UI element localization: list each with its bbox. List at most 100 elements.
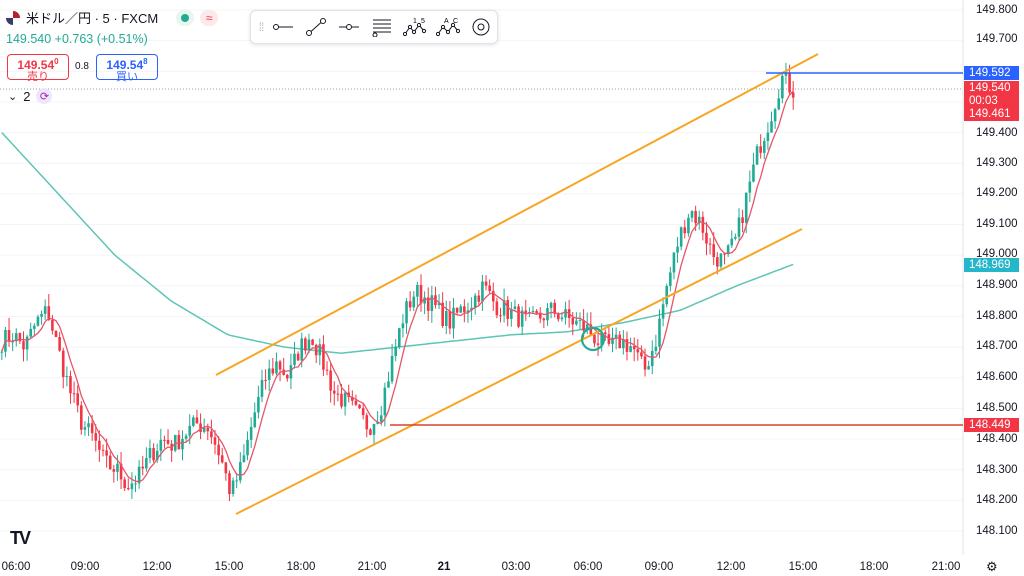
y-tick-148800: 148.800 (976, 310, 1018, 322)
candle-body (593, 334, 596, 344)
fib-retracement-icon[interactable] (366, 12, 399, 42)
tradingview-logo[interactable]: TV (10, 528, 31, 548)
svg-text:5: 5 (421, 18, 425, 25)
candle-body (679, 227, 683, 247)
candle-body (199, 423, 202, 432)
sell-price: 149.54 (17, 58, 55, 72)
candle-body (401, 323, 405, 329)
candle-body (538, 313, 542, 319)
candle-body (560, 317, 564, 320)
chevron-down-icon[interactable]: ⌄ (8, 90, 18, 103)
candle-body (477, 295, 481, 302)
last-price-tag[interactable] (964, 81, 1019, 121)
candle-body (188, 425, 192, 436)
sell-price-pip: 0 (54, 57, 59, 66)
candle-body (564, 309, 567, 318)
candle-body (726, 245, 730, 255)
sell-button[interactable]: 149.540 売り (7, 54, 69, 83)
candle-body (788, 72, 791, 93)
candle-body (83, 427, 87, 430)
market-open-icon[interactable] (176, 9, 195, 26)
candle-body (354, 400, 358, 405)
candle-body (578, 320, 582, 322)
candle-body (329, 370, 332, 391)
candle-body (7, 330, 11, 342)
candle-body (43, 306, 47, 314)
symbol-header[interactable]: 米ドル／円 · 5 · FXCM ≈ (6, 8, 219, 27)
candle-body (535, 310, 538, 314)
candle-body (398, 328, 401, 347)
buy-button[interactable]: 149.548 買い (96, 54, 158, 83)
candle-body (390, 356, 394, 382)
buy-label: 買い (116, 71, 138, 83)
horizontal-ray-icon[interactable] (267, 12, 300, 42)
candle-body (224, 462, 228, 474)
candle-body (701, 216, 705, 233)
candle-body (473, 295, 477, 308)
candle-body (708, 243, 712, 245)
candle-body (672, 252, 676, 273)
candle-body (744, 192, 748, 223)
buy-price-pip: 8 (143, 57, 148, 66)
candle-body (130, 483, 134, 490)
candle-body (705, 232, 708, 244)
candle-body (416, 284, 419, 297)
x-tick-day-21: 21 (437, 561, 451, 573)
candle-body (300, 338, 304, 361)
candle-body (571, 318, 575, 325)
spread-value: 0.8 (75, 61, 89, 72)
x-tick-1800b: 18:00 (859, 561, 889, 573)
breakout-marker-circle[interactable] (580, 326, 606, 352)
delayed-data-icon[interactable]: ≈ (200, 9, 219, 26)
candle-body (29, 328, 33, 337)
candle-body (119, 463, 123, 480)
candle-body (589, 324, 593, 335)
high-price-tag[interactable]: 149.592 (964, 66, 1019, 80)
candle-body (484, 281, 488, 286)
candle-body (123, 479, 126, 489)
target-circle-icon[interactable] (464, 12, 497, 42)
buy-price: 149.54 (106, 58, 144, 72)
upper-channel-line[interactable] (215, 53, 819, 376)
candle-body (206, 427, 210, 432)
candle-body (379, 415, 383, 422)
candle-body (351, 397, 354, 401)
candle-body (658, 318, 661, 347)
indicator-count[interactable]: 2 (23, 88, 31, 104)
candle-body (80, 405, 83, 430)
trend-line-icon[interactable] (300, 12, 333, 42)
candle-body (553, 302, 556, 314)
candle-body (629, 346, 632, 352)
horizontal-line-icon[interactable] (333, 12, 366, 42)
settings-gear-icon[interactable]: ⚙ (986, 559, 998, 574)
candle-body (369, 429, 372, 435)
y-tick-148900: 148.900 (976, 279, 1018, 291)
x-tick-0900b: 09:00 (644, 561, 674, 573)
candle-body (264, 379, 267, 381)
refresh-icon[interactable]: ⟳ (36, 88, 53, 104)
candle-body (762, 141, 766, 153)
candle-body (723, 253, 726, 255)
candle-body (332, 390, 336, 394)
candle-body (383, 387, 387, 416)
candle-body (437, 302, 441, 306)
candle-body (18, 333, 22, 342)
x-tick-1500: 15:00 (214, 561, 244, 573)
candle-body (116, 463, 119, 472)
candle-body (506, 300, 510, 319)
symbol-title[interactable]: 米ドル／円 · 5 · FXCM (26, 11, 159, 26)
candle-body (557, 313, 560, 320)
candle-body (603, 332, 607, 335)
candle-body (426, 297, 430, 311)
lower-channel-line[interactable] (235, 228, 803, 515)
support-price-tag[interactable]: 148.449 (964, 418, 1019, 432)
candle-body (647, 366, 650, 370)
drag-grip-icon[interactable]: ⁞⁞ (258, 20, 265, 34)
candle-body (654, 346, 658, 351)
candle-body (293, 353, 296, 366)
candle-body (510, 308, 513, 319)
ma-slow-value-tag[interactable]: 148.969 (964, 258, 1019, 272)
